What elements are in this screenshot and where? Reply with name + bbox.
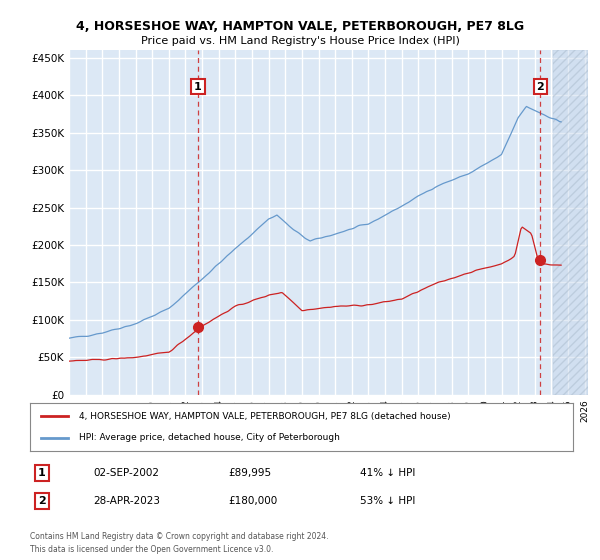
Text: 1: 1 <box>38 468 46 478</box>
Text: 4, HORSESHOE WAY, HAMPTON VALE, PETERBOROUGH, PE7 8LG (detached house): 4, HORSESHOE WAY, HAMPTON VALE, PETERBOR… <box>79 412 451 421</box>
Text: This data is licensed under the Open Government Licence v3.0.: This data is licensed under the Open Gov… <box>30 545 274 554</box>
Text: 1: 1 <box>194 82 202 92</box>
Text: HPI: Average price, detached house, City of Peterborough: HPI: Average price, detached house, City… <box>79 433 340 442</box>
Text: 53% ↓ HPI: 53% ↓ HPI <box>360 496 415 506</box>
Text: 41% ↓ HPI: 41% ↓ HPI <box>360 468 415 478</box>
Text: 2: 2 <box>536 82 544 92</box>
Text: 02-SEP-2002: 02-SEP-2002 <box>93 468 159 478</box>
Text: Price paid vs. HM Land Registry's House Price Index (HPI): Price paid vs. HM Land Registry's House … <box>140 36 460 46</box>
Text: £180,000: £180,000 <box>228 496 277 506</box>
Text: Contains HM Land Registry data © Crown copyright and database right 2024.: Contains HM Land Registry data © Crown c… <box>30 532 329 541</box>
Bar <box>553 50 588 395</box>
Text: 4, HORSESHOE WAY, HAMPTON VALE, PETERBOROUGH, PE7 8LG: 4, HORSESHOE WAY, HAMPTON VALE, PETERBOR… <box>76 20 524 32</box>
Text: 28-APR-2023: 28-APR-2023 <box>93 496 160 506</box>
Text: £89,995: £89,995 <box>228 468 271 478</box>
Text: 2: 2 <box>38 496 46 506</box>
